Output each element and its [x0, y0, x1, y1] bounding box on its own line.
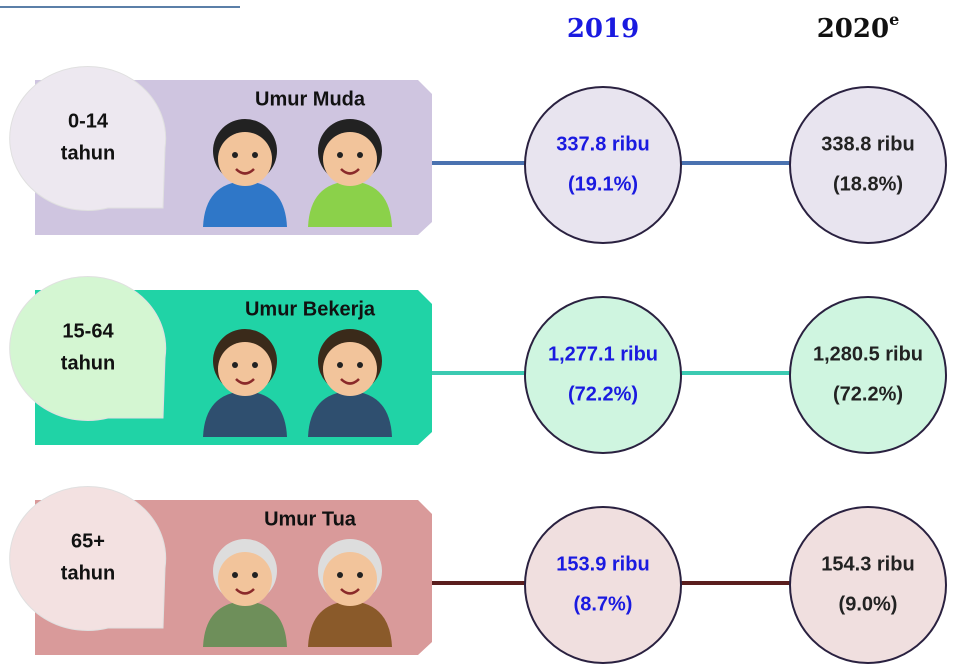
row: Umur Tua 65+ tahun 153.9 ribu (8.7%) 154.3 ri…	[10, 486, 946, 663]
value-percent: (19.1%)	[568, 173, 638, 195]
age-bubble	[10, 66, 166, 210]
top-bar-inner	[0, 0, 240, 6]
person-face	[218, 552, 272, 606]
person-face	[323, 132, 377, 186]
age-unit: tahun	[61, 142, 115, 164]
age-unit: tahun	[61, 352, 115, 374]
person-face	[218, 342, 272, 396]
age-label: 65+	[71, 530, 105, 552]
person-eye	[252, 362, 258, 368]
age-label: 0-14	[68, 110, 109, 132]
person-eye	[337, 572, 343, 578]
infographic: 2019 2020e Umur Muda 0-14 tahun 337.8 ribu (…	[0, 0, 959, 669]
value-circle	[525, 297, 681, 453]
age-bubble	[10, 486, 166, 630]
value-percent: (8.7%)	[574, 593, 633, 615]
value-circle	[790, 507, 946, 663]
person-face	[323, 342, 377, 396]
group-label: Umur Bekerja	[245, 298, 376, 320]
page: 2019 2020e Umur Muda 0-14 tahun 337.8 ribu (…	[0, 0, 959, 669]
row: Umur Bekerja 15-64 tahun 1,277.1 ribu (72.2%…	[10, 276, 946, 453]
group-label: Umur Tua	[264, 508, 357, 530]
row: Umur Muda 0-14 tahun 337.8 ribu (19.1%) 338.8…	[10, 66, 946, 243]
value-percent: (72.2%)	[833, 383, 903, 405]
year-2019: 2019	[567, 14, 639, 44]
person-face	[323, 552, 377, 606]
value-amount: 338.8 ribu	[821, 133, 914, 155]
age-label: 15-64	[62, 320, 114, 342]
age-bubble	[10, 276, 166, 420]
rows: Umur Muda 0-14 tahun 337.8 ribu (19.1%) 338.8…	[10, 66, 946, 663]
year-2020: 2020e	[817, 10, 900, 45]
value-amount: 154.3 ribu	[821, 553, 914, 575]
value-circle	[790, 87, 946, 243]
value-percent: (72.2%)	[568, 383, 638, 405]
age-unit: tahun	[61, 562, 115, 584]
person-eye	[357, 152, 363, 158]
value-circle	[525, 87, 681, 243]
value-amount: 337.8 ribu	[556, 133, 649, 155]
person-eye	[357, 362, 363, 368]
value-amount: 1,277.1 ribu	[548, 343, 658, 365]
person-eye	[337, 362, 343, 368]
value-percent: (9.0%)	[839, 593, 898, 615]
value-amount: 153.9 ribu	[556, 553, 649, 575]
value-amount: 1,280.5 ribu	[813, 343, 923, 365]
person-eye	[252, 152, 258, 158]
person-eye	[337, 152, 343, 158]
person-eye	[232, 362, 238, 368]
year-2020-text: 2020	[817, 14, 889, 44]
person-eye	[232, 152, 238, 158]
value-circle	[525, 507, 681, 663]
year-2020-sup: e	[889, 10, 899, 29]
person-face	[218, 132, 272, 186]
person-eye	[232, 572, 238, 578]
group-label: Umur Muda	[255, 88, 366, 110]
person-eye	[252, 572, 258, 578]
person-eye	[357, 572, 363, 578]
value-circle	[790, 297, 946, 453]
value-percent: (18.8%)	[833, 173, 903, 195]
